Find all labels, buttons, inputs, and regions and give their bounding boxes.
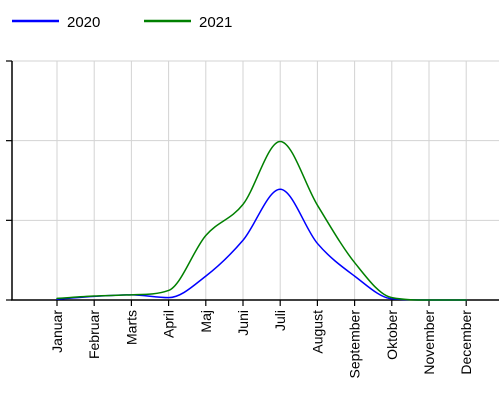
series-line-2021 (56, 140, 467, 301)
x-tick-label: Juni (235, 310, 251, 336)
x-tick-label: November (421, 310, 437, 375)
series-line-2020 (56, 188, 467, 301)
chart-series-lines (56, 140, 467, 301)
x-tick-label: Januar (49, 310, 65, 353)
x-tick-label: Februar (86, 310, 102, 359)
x-tick-label: Marts (123, 310, 139, 345)
legend-label-2020: 2020 (67, 14, 100, 31)
x-tick-label: Juli (272, 310, 288, 331)
x-tick-label: December (458, 310, 474, 375)
chart-axes (6, 60, 499, 306)
legend-label-2021: 2021 (199, 14, 232, 31)
x-tick-label: Maj (198, 310, 214, 333)
x-tick-label: Oktober (384, 310, 400, 360)
x-tick-label: August (309, 310, 325, 354)
x-axis-tick-labels: Januar Februar Marts April Maj Juni Juli August… (49, 310, 474, 379)
x-tick-label: April (161, 310, 177, 338)
chart-grid (12, 60, 499, 300)
chart-legend: 2020 2021 (12, 14, 232, 31)
x-tick-label: September (347, 310, 363, 379)
